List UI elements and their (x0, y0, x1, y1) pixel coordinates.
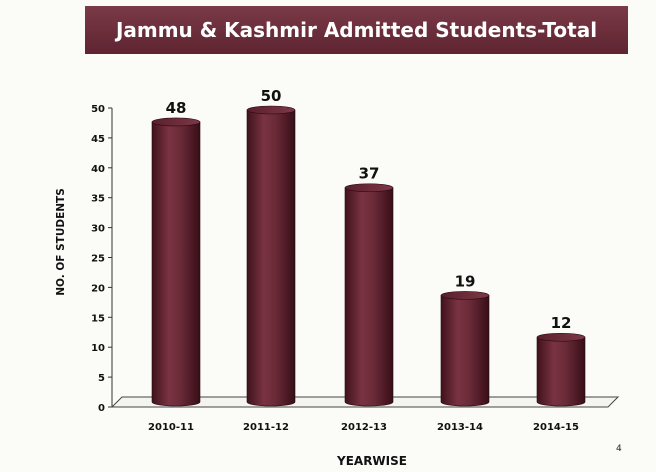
y-tick-label: 40 (91, 164, 105, 175)
data-label: 37 (359, 165, 380, 183)
data-label: 50 (261, 87, 282, 105)
bar-top (536, 332, 586, 342)
x-tick-label: 2014-15 (533, 422, 579, 433)
y-tick-label: 30 (91, 224, 105, 235)
bars (151, 105, 586, 407)
bar-top (440, 291, 490, 300)
bar-body (536, 336, 586, 407)
bar-body (344, 187, 394, 407)
page-number: 4 (616, 444, 622, 454)
x-axis-title: YEARWISE (336, 454, 407, 468)
bar-2012-13 (344, 183, 394, 407)
bar-top (344, 183, 394, 193)
y-axis-title: NO. OF STUDENTS (55, 188, 67, 296)
bar-body (440, 295, 490, 407)
data-label: 12 (551, 314, 572, 332)
bar-2014-15 (536, 332, 586, 407)
bar-2010-11 (151, 117, 201, 407)
y-tick-label: 35 (91, 194, 105, 205)
bar-2013-14 (440, 291, 490, 407)
bar-top (246, 105, 296, 115)
y-tick-label: 15 (91, 313, 105, 324)
bar-top (151, 117, 201, 127)
data-label: 19 (455, 272, 476, 290)
y-axis: 0 5 10 15 20 25 30 35 40 45 50 (91, 104, 113, 414)
y-tick-label: 10 (91, 343, 105, 354)
bar-body (151, 121, 201, 407)
labels: 48 2010-11 50 2011-12 37 2012-13 19 2013-14 12 20… (148, 87, 579, 433)
x-tick-label: 2011-12 (243, 422, 289, 433)
x-tick-label: 2012-13 (341, 422, 387, 433)
x-tick-label: 2013-14 (437, 422, 483, 433)
y-tick-label: 45 (91, 134, 105, 145)
data-label: 48 (166, 99, 187, 117)
bar-body (246, 109, 296, 407)
chart-title: Jammu & Kashmir Admitted Students-Total (85, 6, 628, 54)
y-tick-label: 25 (91, 254, 105, 265)
bar-2011-12 (246, 105, 296, 407)
y-tick-label: 50 (91, 104, 105, 115)
y-tick-label: 20 (91, 283, 105, 294)
y-tick-label: 0 (98, 403, 105, 414)
y-tick-label: 5 (98, 373, 105, 384)
x-tick-label: 2010-11 (148, 422, 194, 433)
